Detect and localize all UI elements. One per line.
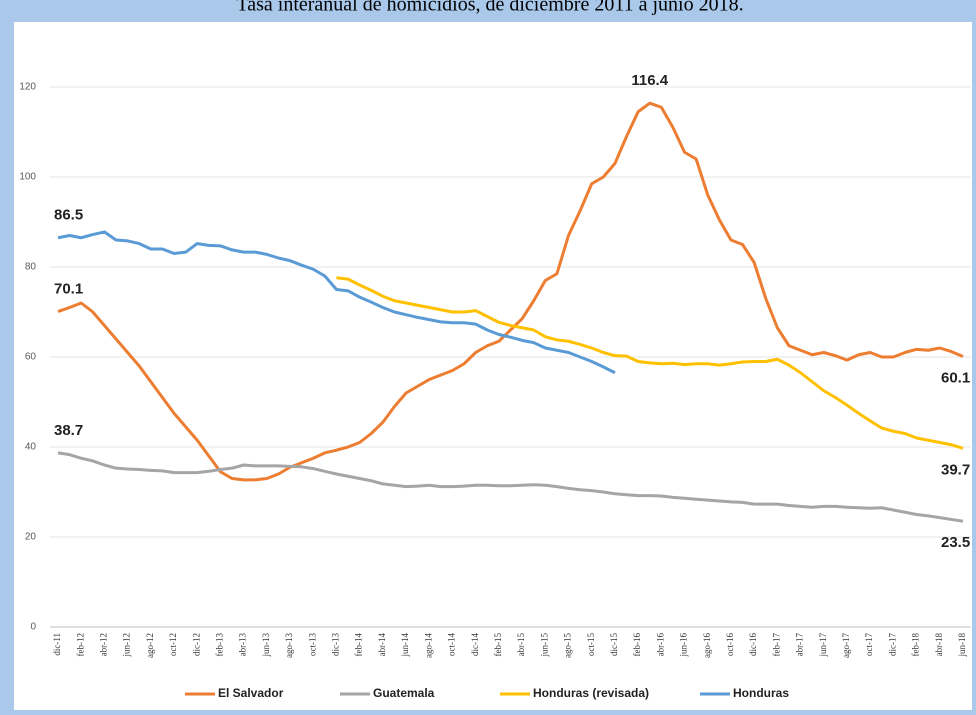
series-line [336, 276, 964, 450]
x-tick-label: dic-14 [470, 633, 480, 656]
y-tick-label: 120 [19, 82, 36, 93]
x-tick-label: jun-17 [818, 633, 828, 658]
y-tick-label: 80 [25, 262, 37, 273]
x-tick-label: oct-16 [725, 633, 735, 656]
y-tick-label: 20 [25, 532, 37, 543]
x-tick-label: jun-12 [122, 633, 132, 658]
data-label: 38.7 [54, 422, 83, 439]
x-tick-label: ago-17 [841, 633, 851, 658]
x-tick-label: feb-13 [214, 633, 224, 657]
x-tick-label: abr-18 [934, 633, 944, 657]
data-label: 60.1 [941, 370, 970, 387]
x-tick-label: oct-14 [447, 633, 457, 656]
x-tick-label: dic-15 [609, 633, 619, 656]
x-tick-label: abr-12 [98, 633, 108, 656]
x-tick-label: abr-16 [655, 633, 665, 657]
x-tick-label: ago-13 [284, 633, 294, 658]
x-tick-label: dic-16 [748, 633, 758, 656]
x-tick-label: jun-15 [539, 633, 549, 658]
legend-label: Honduras [733, 686, 789, 700]
x-tick-label: jun-18 [957, 633, 967, 658]
data-label: 116.4 [631, 72, 668, 89]
data-label: 23.5 [941, 534, 970, 551]
legend-label: Honduras (revisada) [533, 686, 649, 700]
x-tick-label: dic-13 [331, 633, 341, 656]
x-tick-label: feb-14 [354, 633, 364, 657]
chart-title: Tasa interanual de homicidios, de diciem… [236, 0, 743, 16]
x-tick-label: feb-12 [75, 633, 85, 657]
data-label: 70.1 [54, 281, 83, 298]
legend-label: El Salvador [218, 686, 284, 700]
x-tick-label: feb-18 [911, 633, 921, 657]
x-tick-label: abr-17 [795, 633, 805, 657]
x-tick-label: oct-17 [864, 633, 874, 656]
data-label: 86.5 [54, 207, 83, 224]
series-line [57, 230, 616, 375]
x-tick-label: feb-16 [632, 633, 642, 657]
x-tick-label: feb-15 [493, 633, 503, 657]
y-tick-label: 0 [30, 622, 36, 633]
x-tick-label: dic-11 [52, 633, 62, 656]
x-tick-label: ago-12 [145, 633, 155, 658]
x-tick-label: jun-13 [261, 633, 271, 658]
series-line [57, 101, 964, 482]
x-tick-label: dic-12 [191, 633, 201, 656]
x-tick-label: abr-14 [377, 633, 387, 657]
y-tick-label: 60 [25, 352, 37, 363]
x-tick-label: ago-15 [563, 633, 573, 658]
x-tick-label: dic-17 [887, 633, 897, 656]
chart-panel [14, 22, 972, 710]
x-tick-label: jun-16 [679, 633, 689, 658]
series-line [57, 451, 964, 523]
x-tick-label: abr-13 [238, 633, 248, 657]
y-tick-label: 100 [19, 172, 36, 183]
x-tick-label: ago-14 [423, 633, 433, 658]
x-tick-label: feb-17 [771, 633, 781, 657]
data-label: 39.7 [941, 461, 970, 478]
x-tick-label: oct-12 [168, 633, 178, 656]
y-tick-label: 40 [25, 442, 37, 453]
x-tick-label: ago-16 [702, 633, 712, 658]
x-tick-label: oct-15 [586, 633, 596, 656]
x-tick-label: oct-13 [307, 633, 317, 656]
x-tick-label: jun-14 [400, 633, 410, 658]
legend-label: Guatemala [373, 686, 435, 700]
x-tick-label: abr-15 [516, 633, 526, 657]
